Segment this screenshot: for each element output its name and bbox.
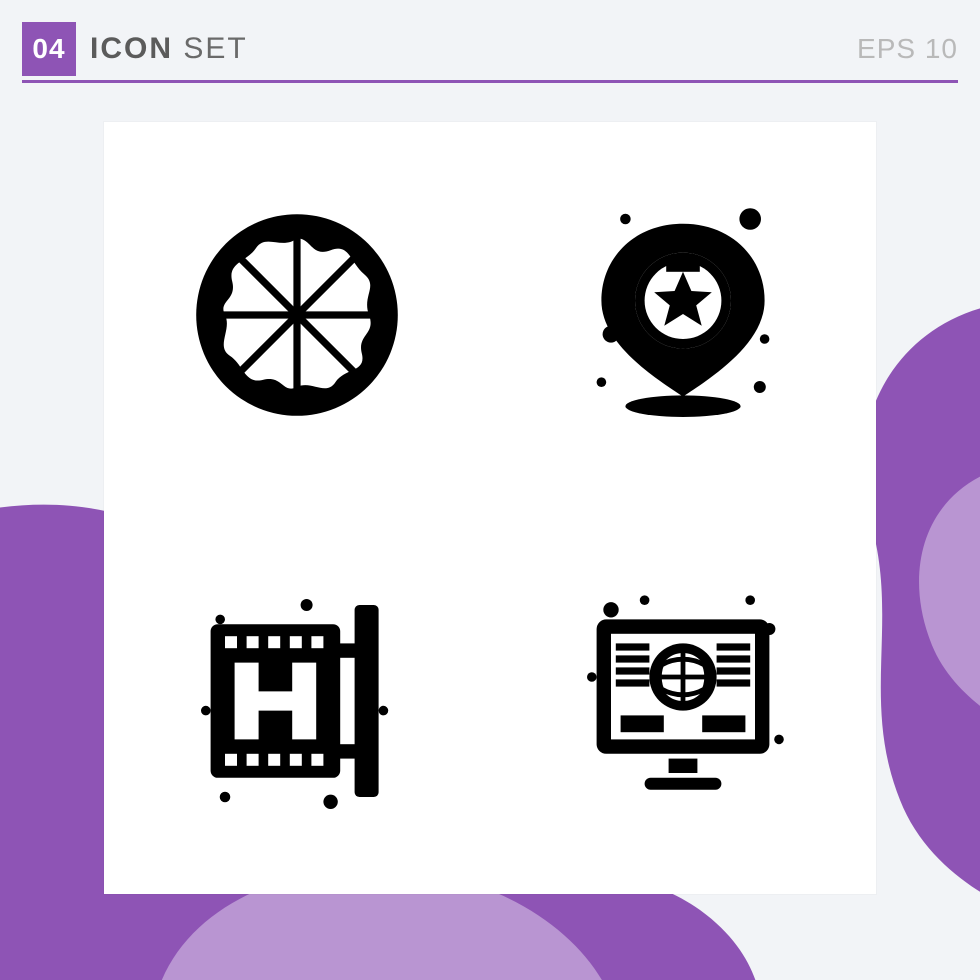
grid-cell xyxy=(104,122,490,508)
header-rule xyxy=(22,80,958,83)
stage: 04 ICON SET EPS 10 xyxy=(0,0,980,980)
star-location-pin-icon xyxy=(563,195,803,435)
page-title: ICON SET xyxy=(90,32,248,66)
grid-cell xyxy=(104,508,490,894)
hotel-sign-icon xyxy=(177,581,417,821)
grid-cell xyxy=(490,122,876,508)
title-bold: ICON xyxy=(90,32,173,65)
header: 04 ICON SET EPS 10 xyxy=(22,22,958,76)
eps-label: EPS 10 xyxy=(857,33,958,65)
title-rest: SET xyxy=(183,32,247,65)
count-badge: 04 xyxy=(22,22,76,76)
orange-slice-icon xyxy=(177,195,417,435)
icon-grid xyxy=(104,122,876,894)
icon-card xyxy=(104,122,876,894)
grid-cell xyxy=(490,508,876,894)
globe-monitor-icon xyxy=(563,581,803,821)
